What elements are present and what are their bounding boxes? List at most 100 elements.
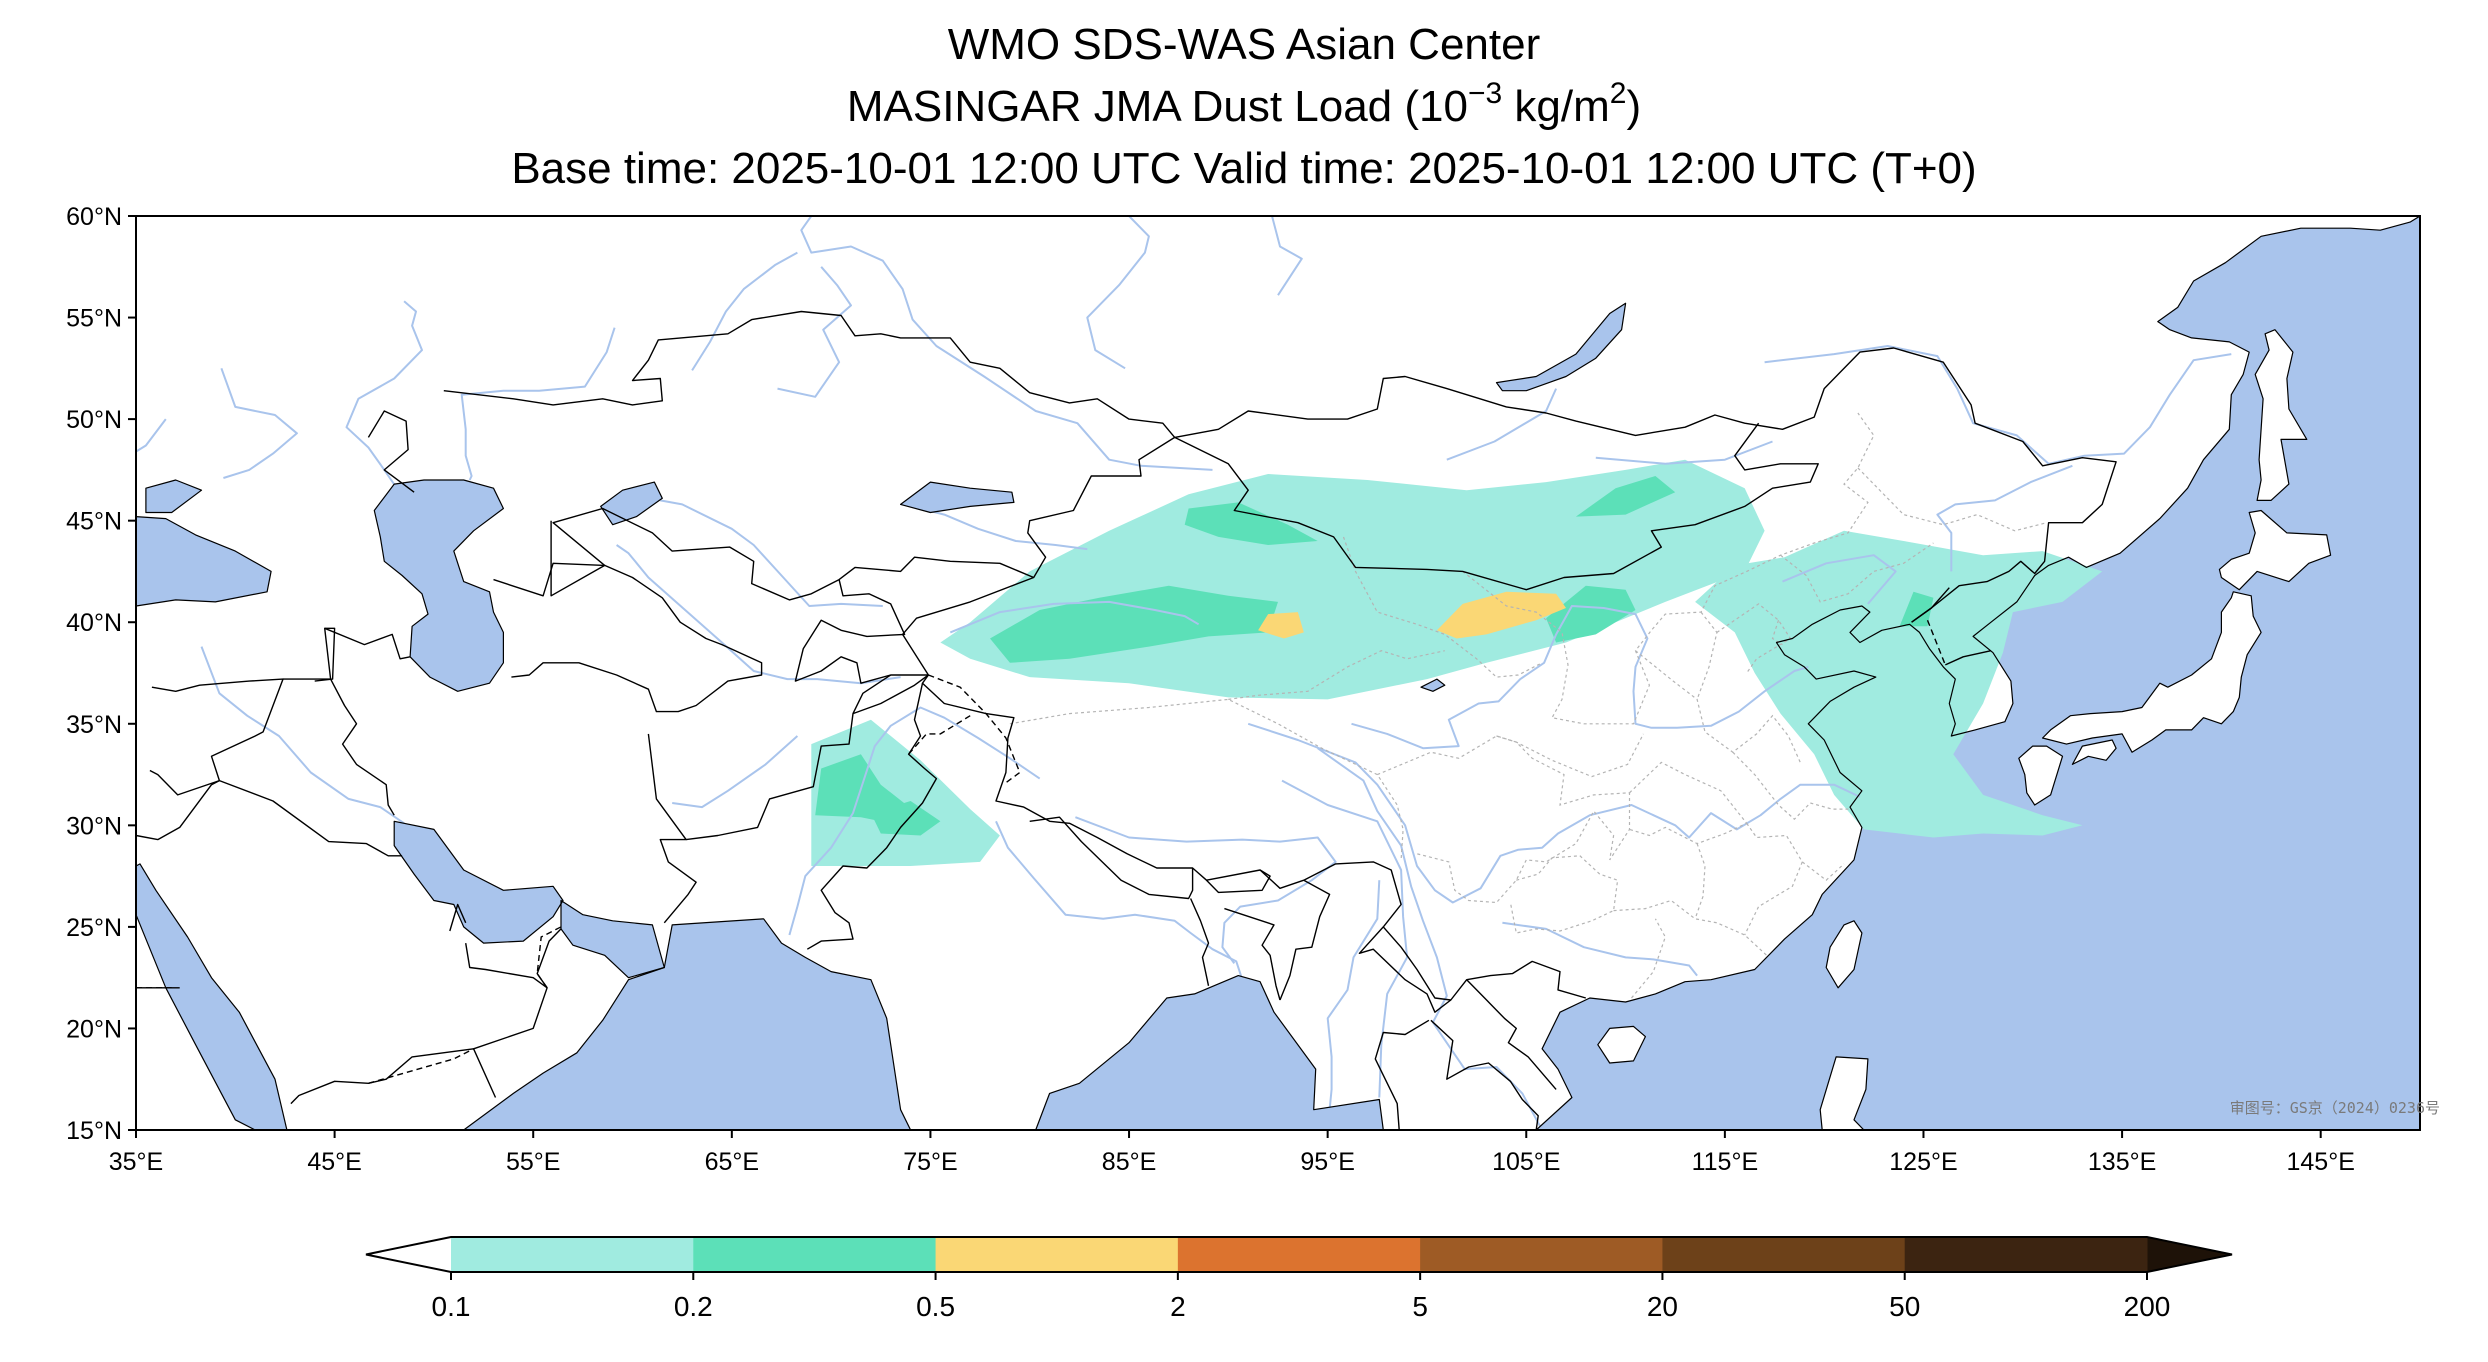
province-boundary [1780,542,1934,603]
water-black-sea [136,516,272,606]
lon-tick-label: 35°E [109,1148,163,1176]
dust-area-gobi-core-east [1546,585,1636,643]
river-don [220,367,298,479]
water-red-sea [136,863,287,1130]
lat-tick-label: 25°N [66,914,122,942]
river-dnieper [136,418,167,453]
coastline-hainan [1597,1025,1647,1064]
river-selenga [1446,388,1558,461]
country-boundary [852,674,929,715]
lon-tick-label: 95°E [1300,1148,1354,1176]
river-irtysh [800,216,1213,471]
country-boundary [493,562,763,713]
lat-tick-label: 35°N [66,711,122,739]
lon-tick-label: 115°E [1692,1148,1759,1176]
dust-area-alxa-desert [1436,591,1566,639]
province-boundary [1629,761,1748,845]
country-boundary [1279,879,1331,1001]
country-boundary [794,579,929,684]
disputed-boundary [928,674,1021,784]
colorbar-segment [935,1237,1179,1272]
colorbar-segment [1662,1237,1906,1272]
lon-tick-label: 105°E [1492,1148,1560,1176]
lat-tick-label: 30°N [66,812,122,840]
river-ganges [995,820,1244,981]
colorbar-segment [451,1237,694,1272]
land-hokkaido [2219,510,2331,590]
coastline-gulf-of-oman [560,899,665,979]
colorbar-tick-label: 50 [1889,1291,1920,1322]
country-boundary [1466,979,1557,1090]
country-boundary [1224,907,1281,1001]
water-gulf-of-oman [561,900,665,978]
country-boundary [1911,587,1950,623]
dust-area-junggar-basin [1184,502,1318,545]
latitude-axis: 60°N 55°N 50°N 45°N 40°N 35°N 30°N 25°N 20°N 15°N [66,203,136,1145]
colorbar-tick-label: 0.2 [674,1291,713,1322]
province-boundary [1009,698,1404,860]
coastline-sakhalin [2254,329,2308,501]
country-boundary [1358,926,1452,1013]
country-boundary [1174,422,1819,591]
province-boundary [1801,861,1845,881]
lon-tick-label: 135°E [2088,1148,2156,1176]
colorbar-segment [1420,1237,1663,1272]
river-tigris-euphrates [200,646,405,825]
coastline-qinghai-lake [1420,678,1446,692]
colorbar-under-arrow [366,1237,451,1272]
province-boundary [1462,412,1875,725]
map-frame [135,215,2421,1131]
province-boundary [1509,855,1619,934]
lat-tick-label: 20°N [66,1015,122,1043]
water-bay-of-bengal [1035,975,1384,1130]
country-boundary [1945,650,1992,666]
coastline-layer [136,216,2420,1130]
land-hainan [1597,1026,1646,1063]
river-yangtze [1247,722,1861,904]
lon-tick-label: 125°E [1889,1148,1957,1176]
coastline-black-sea [136,515,272,607]
coastline-lake-balkhash [899,481,1015,514]
province-boundary [1857,467,2047,532]
river-mekong [1317,747,1543,1130]
land-philippines-luzon [1820,1056,1868,1130]
river-irrawaddy [1326,880,1381,1110]
province-boundary [1716,603,1792,674]
lon-tick-label: 65°E [705,1148,759,1176]
title-unit-exponent: 2 [1609,77,1627,110]
river-yenisei [1271,216,1303,296]
province-boundary [1416,735,1631,904]
lon-tick-label: 145°E [2287,1148,2355,1176]
river-volga [345,300,423,491]
country-boundary [136,779,403,857]
title-line-2: MASINGAR JMA Dust Load (10−3 kg/m2) [0,76,2488,138]
lon-tick-label: 75°E [903,1148,957,1176]
dust-area-liaoning-patch [1899,591,1934,627]
river-tarim [949,600,1200,634]
disputed-boundary [1926,619,1946,666]
coastline-aral-sea [600,481,663,526]
dust-area-mongolian-patch [1575,476,1676,517]
colorbar-tick-label: 20 [1647,1291,1678,1322]
colorbar: 0.1 0.2 0.5 2 5 20 50 200 [365,1236,2233,1322]
colorbar-tick-label: 200 [2124,1291,2171,1322]
dust-area-taklimakan-core [990,585,1278,663]
title-block: WMO SDS-WAS Asian Center MASINGAR JMA Du… [0,14,2488,200]
country-boundaries-layer [136,310,2117,1130]
country-boundary [1029,816,1194,900]
disputed-boundary [908,715,971,755]
river-songhua [1936,464,2073,572]
land-taiwan [1826,920,1862,988]
coastline-pacific-and-marginal-seas [1535,216,2420,1130]
rivers-layer [136,216,2232,1130]
province-boundary [1228,650,1445,700]
dust-area-thar-south [870,801,941,836]
title-suffix: ) [1626,82,1642,131]
lon-tick-label: 85°E [1102,1148,1156,1176]
coastline-philippines-luzon [1819,1056,1869,1130]
province-boundary [1613,899,1768,956]
river-amur [1764,345,2232,465]
coastline-caspian-sea [373,479,504,692]
province-boundary [1342,536,1543,678]
land-sakhalin [2255,329,2307,501]
